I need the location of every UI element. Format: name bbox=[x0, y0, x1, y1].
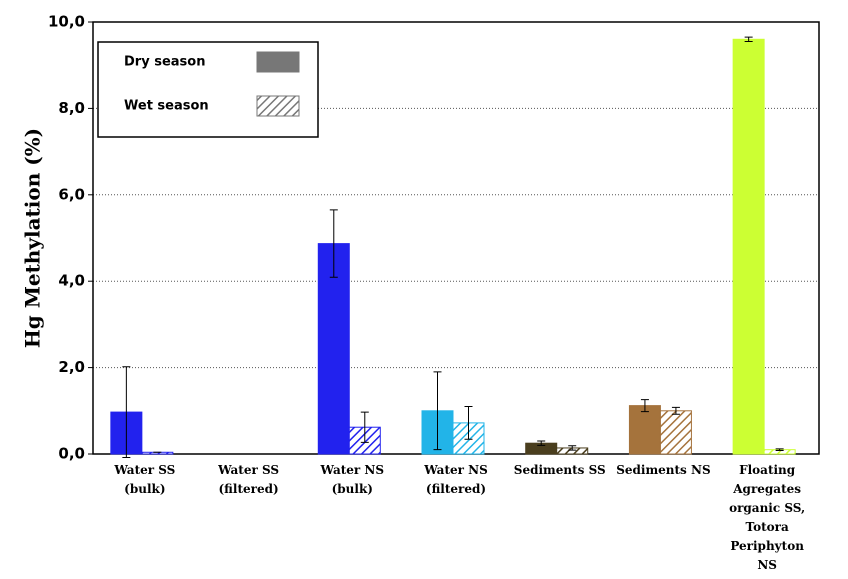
y-tick-label: 8,0 bbox=[58, 99, 85, 117]
bar bbox=[659, 410, 692, 455]
legend-label: Wet season bbox=[124, 99, 209, 114]
x-tick-label: Water NS (bulk) bbox=[320, 463, 385, 496]
error-bar bbox=[122, 366, 131, 458]
legend-swatch bbox=[256, 95, 300, 117]
error-bar bbox=[329, 209, 338, 278]
legend-swatch bbox=[256, 51, 300, 73]
y-tick-label: 0,0 bbox=[58, 445, 85, 463]
error-bar bbox=[433, 371, 442, 451]
y-axis-title: Hg Methylation (%) bbox=[21, 128, 45, 348]
error-bar bbox=[775, 448, 784, 452]
bar bbox=[732, 38, 765, 455]
x-tick-label: Floating Agregates organic SS, Totora Periph… bbox=[729, 463, 805, 572]
x-tick-label: Water SS (filtered) bbox=[217, 463, 279, 496]
error-bar bbox=[568, 445, 577, 451]
legend-label: Dry season bbox=[124, 55, 205, 70]
error-bar bbox=[744, 36, 753, 42]
error-bar bbox=[360, 411, 369, 443]
y-tick-label: 2,0 bbox=[58, 358, 85, 376]
y-tick-label: 6,0 bbox=[58, 185, 85, 203]
x-tick-label: Sediments SS bbox=[514, 463, 606, 477]
error-bar bbox=[640, 399, 649, 413]
error-bar bbox=[671, 406, 680, 415]
error-bar bbox=[464, 405, 473, 440]
bar bbox=[628, 405, 661, 455]
x-tick-label: Water NS (filtered) bbox=[423, 463, 488, 496]
y-tick-label: 10,0 bbox=[48, 13, 85, 31]
bar bbox=[317, 243, 350, 455]
error-bar bbox=[537, 440, 546, 446]
y-tick-label: 4,0 bbox=[58, 272, 85, 290]
x-tick-label: Sediments NS bbox=[616, 463, 710, 477]
x-tick-label: Water SS (bulk) bbox=[113, 463, 175, 496]
